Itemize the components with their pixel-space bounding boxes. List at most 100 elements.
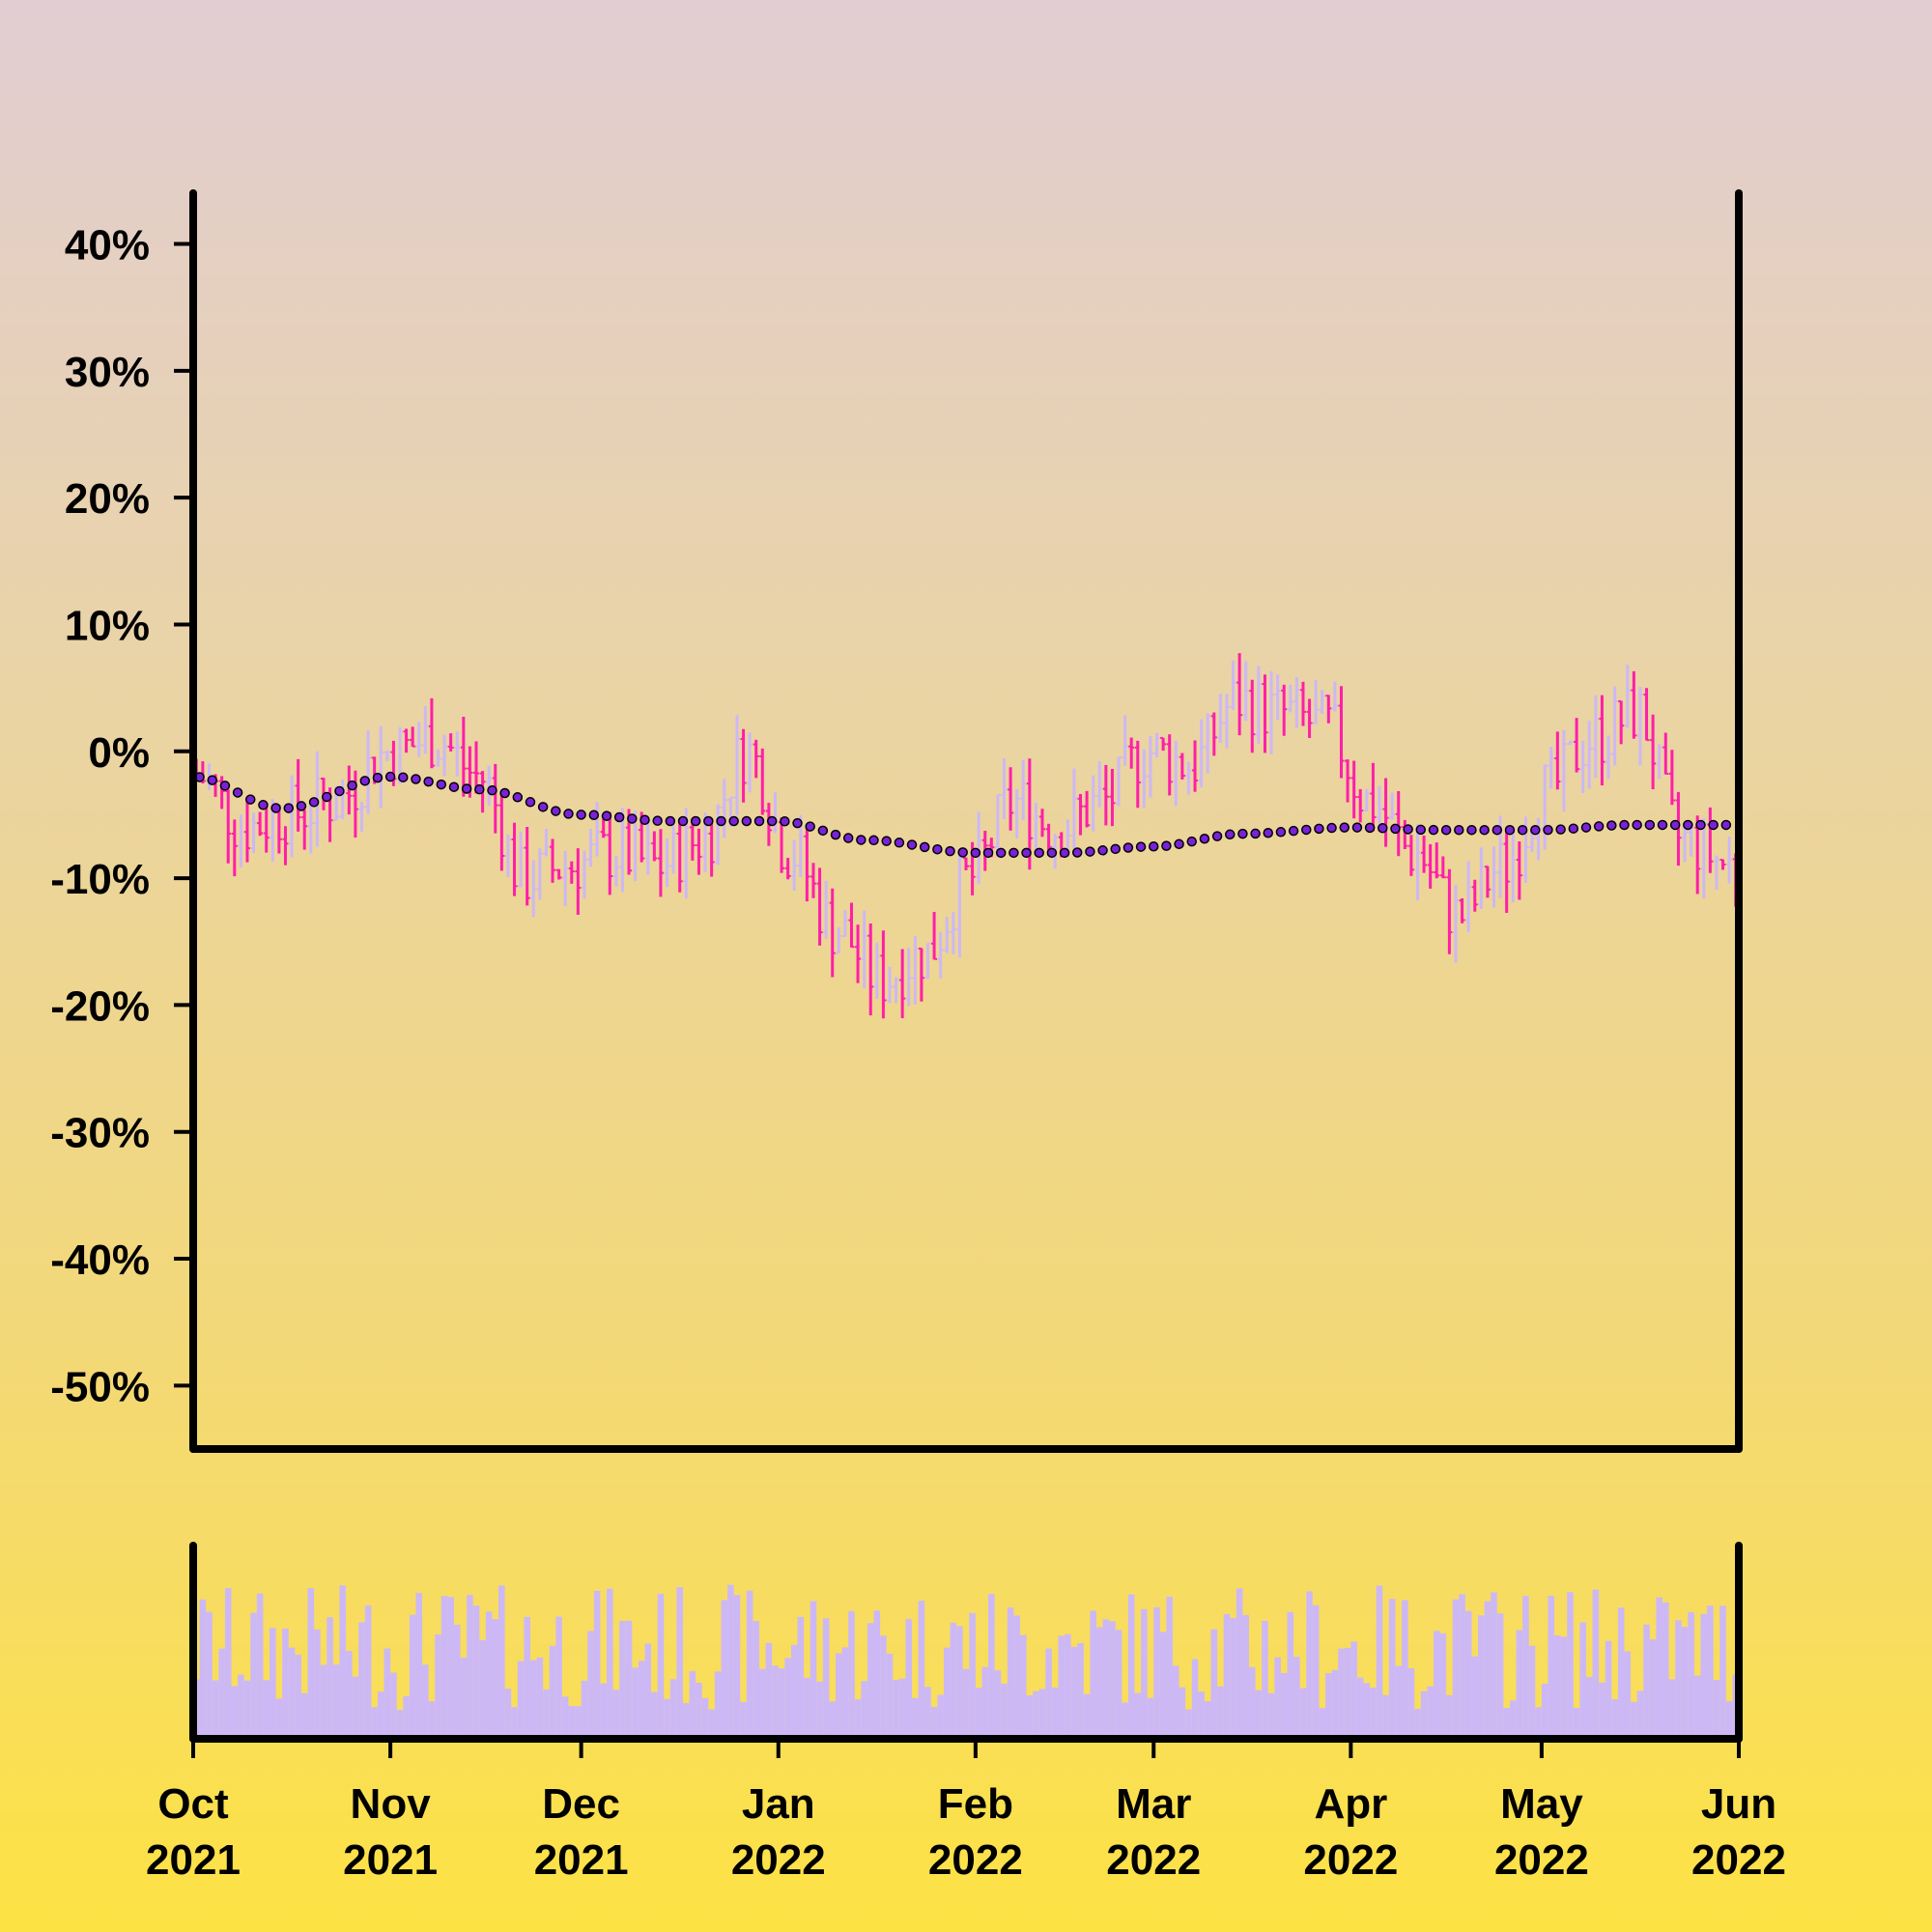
volume-bar [1668, 1679, 1676, 1739]
ma-point [1199, 833, 1210, 844]
ohlc-bar [504, 834, 511, 878]
ohlc-bar [841, 910, 848, 937]
volume-bar [625, 1620, 633, 1739]
ohlc-bar [1542, 764, 1548, 850]
ma-point [258, 800, 269, 810]
ma-point [372, 772, 384, 783]
x-tick-month: Jan [742, 1780, 815, 1828]
ohlc-bar [644, 819, 651, 875]
ma-point [1492, 824, 1503, 836]
ohlc-bar [1726, 837, 1733, 884]
ohlc-bar [250, 812, 257, 854]
volume-bar [1001, 1683, 1008, 1739]
volume-bar [1122, 1702, 1128, 1739]
volume-bar [1693, 1675, 1701, 1739]
volume-bar [428, 1701, 436, 1739]
volume-bar [1649, 1639, 1657, 1739]
ohlc-bar [836, 926, 842, 954]
volume-bar [1388, 1599, 1396, 1739]
volume-bar [1274, 1657, 1281, 1739]
ohlc-bar [1529, 831, 1536, 853]
ma-point [1403, 824, 1413, 835]
volume-bar [778, 1668, 785, 1739]
x-tick-month: Jun [1701, 1780, 1776, 1828]
ohlc-bar [1439, 856, 1446, 879]
ma-point [945, 845, 955, 857]
volume-bar [797, 1616, 805, 1739]
volume-bar [619, 1620, 626, 1739]
volume-bar [1312, 1605, 1320, 1739]
ohlc-bar [289, 775, 296, 858]
ohlc-bar [708, 817, 715, 877]
volume-bar [422, 1664, 429, 1739]
ohlc-bar [1599, 695, 1605, 786]
volume-bar [612, 1690, 620, 1739]
ohlc-bar [1510, 830, 1517, 903]
ma-point [1059, 847, 1070, 859]
ohlc-bar [1293, 676, 1300, 728]
price-panel: 40% 30% 20% 10% 0% -10% -20% -30% -40% -50% [50, 189, 1743, 1453]
ohlc-bar [1370, 762, 1377, 832]
ohlc-bar [1376, 785, 1382, 826]
y-tick-label: -30% [50, 1110, 150, 1157]
volume-bar [1249, 1666, 1256, 1739]
ma-point [665, 815, 676, 827]
ohlc-bar [918, 947, 924, 1002]
volume-bar [440, 1596, 448, 1739]
ma-point [398, 772, 409, 782]
ma-point [1669, 819, 1681, 831]
volume-bar [1147, 1697, 1154, 1739]
ohlc-bar [295, 758, 301, 832]
ohlc-bar [555, 868, 562, 880]
volume-bar [1496, 1613, 1504, 1739]
y-tick-label: 30% [65, 349, 150, 396]
volume-bar [1675, 1620, 1682, 1739]
ma-point [703, 815, 714, 827]
volume-bar [1095, 1627, 1103, 1739]
ma-point [551, 806, 561, 816]
volume-bar [504, 1689, 512, 1739]
x-tick-year: 2021 [534, 1836, 629, 1884]
ohlc-bar [950, 911, 956, 954]
volume-bar [1700, 1613, 1708, 1739]
volume-bar [657, 1593, 665, 1739]
ma-point [1275, 827, 1287, 838]
volume-bar [1210, 1629, 1218, 1739]
ohlc-bar [218, 776, 225, 810]
ma-point [1568, 823, 1579, 834]
ohlc-bar [1574, 718, 1580, 773]
ohlc-bar [1116, 755, 1122, 807]
volume-bar [1707, 1605, 1714, 1739]
ma-point [932, 843, 943, 855]
volume-bar [759, 1668, 766, 1739]
ohlc-bar [976, 811, 982, 885]
ma-point [639, 814, 650, 826]
volume-bar [1427, 1686, 1434, 1739]
volume-bar [1070, 1646, 1078, 1739]
ohlc-bar [1134, 740, 1141, 809]
volume-bar [307, 1588, 315, 1739]
ohlc-bar [238, 814, 244, 867]
volume-bar [377, 1691, 384, 1739]
volume-bar [1585, 1677, 1593, 1739]
ma-point [970, 847, 981, 859]
ma-point [817, 825, 829, 837]
volume-bar [543, 1689, 550, 1739]
ohlc-bar [607, 811, 613, 895]
ohlc-bar [600, 818, 607, 838]
ohlc-bar [492, 763, 498, 834]
ohlc-bar [1287, 684, 1293, 713]
x-tick-month: Nov [351, 1780, 432, 1828]
volume-bar [1376, 1585, 1383, 1739]
ohlc-bar [1414, 824, 1421, 901]
ma-point [1071, 847, 1083, 858]
ohlc-bar [1236, 653, 1243, 736]
volume-bar [1636, 1690, 1644, 1739]
volume-bar [555, 1616, 562, 1739]
ohlc-bar [619, 808, 626, 893]
ohlc-bar [937, 931, 944, 979]
volume-bar [727, 1584, 734, 1739]
ohlc-bar [1484, 866, 1491, 898]
ma-point [1543, 824, 1553, 836]
volume-bar [238, 1674, 244, 1739]
